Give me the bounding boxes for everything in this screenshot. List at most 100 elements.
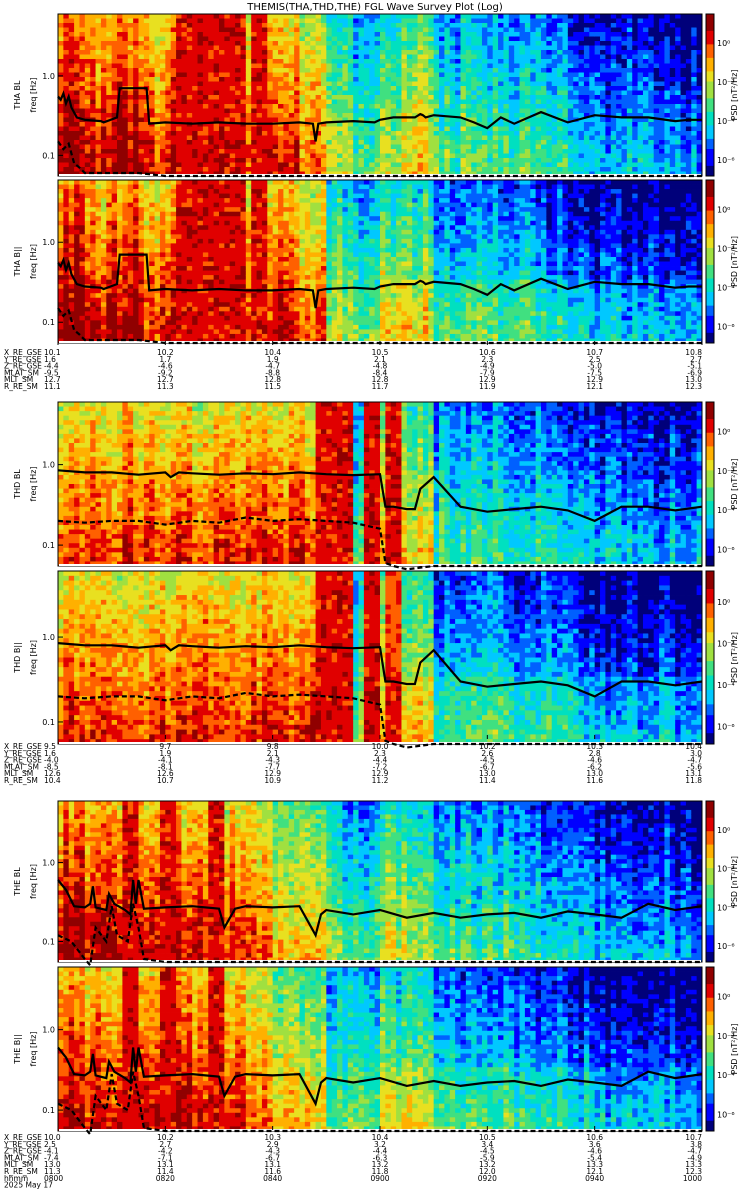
spectrogram-cell bbox=[412, 127, 418, 132]
spectrogram-cell bbox=[128, 14, 134, 19]
spectrogram-cell bbox=[128, 298, 134, 303]
spectrogram-cell bbox=[423, 64, 429, 69]
colorbar-step bbox=[706, 38, 714, 42]
spectrogram-cell bbox=[600, 154, 606, 159]
spectrogram-cell bbox=[133, 185, 139, 190]
spectrogram-cell bbox=[139, 189, 145, 194]
spectrogram-cell bbox=[396, 14, 402, 19]
spectrogram-cell bbox=[101, 257, 107, 262]
spectrogram-cell bbox=[359, 158, 365, 163]
spectrogram-cell bbox=[321, 50, 327, 55]
spectrogram-cell bbox=[401, 131, 407, 136]
spectrogram-cell bbox=[482, 136, 488, 141]
spectrogram-cell bbox=[595, 77, 601, 82]
spectrogram-cell bbox=[240, 64, 246, 69]
spectrogram-cell bbox=[267, 73, 273, 78]
spectrogram-cell bbox=[176, 86, 182, 91]
spectrogram-cell bbox=[273, 163, 279, 168]
spectrogram-cell bbox=[541, 55, 547, 60]
spectrogram-cell bbox=[332, 95, 338, 100]
spectrogram-cell bbox=[342, 167, 348, 172]
spectrogram-cell bbox=[471, 86, 477, 91]
spectrogram-cell bbox=[589, 104, 595, 109]
spectrogram-cell bbox=[122, 329, 128, 334]
spectrogram-cell bbox=[418, 91, 424, 96]
spectrogram-cell bbox=[289, 131, 295, 136]
spectrogram-cell bbox=[552, 59, 558, 64]
spectrogram-cell bbox=[224, 91, 230, 96]
spectrogram-cell bbox=[294, 50, 300, 55]
spectrogram-cell bbox=[208, 145, 214, 150]
spectrogram-cell bbox=[246, 64, 252, 69]
spectrogram-cell bbox=[112, 46, 118, 51]
spectrogram-cell bbox=[117, 302, 123, 307]
spectrogram-cell bbox=[498, 163, 504, 168]
spectrogram-cell bbox=[58, 109, 64, 114]
spectrogram-cell bbox=[203, 23, 209, 28]
spectrogram-cell bbox=[117, 136, 123, 141]
spectrogram-cell bbox=[187, 28, 193, 33]
spectrogram-cell bbox=[96, 109, 102, 114]
spectrogram-cell bbox=[552, 86, 558, 91]
spectrogram-cell bbox=[509, 37, 515, 42]
spectrogram-cell bbox=[58, 82, 64, 87]
spectrogram-cell bbox=[525, 64, 531, 69]
spectrogram-cell bbox=[176, 59, 182, 64]
spectrogram-cell bbox=[568, 28, 574, 33]
spectrogram-cell bbox=[375, 104, 381, 109]
spectrogram-cell bbox=[122, 216, 128, 221]
spectrogram-cell bbox=[289, 158, 295, 163]
spectrogram-cell bbox=[536, 122, 542, 127]
spectrogram-cell bbox=[171, 131, 177, 136]
spectrogram-cell bbox=[638, 14, 644, 19]
spectrogram-cell bbox=[584, 73, 590, 78]
spectrogram-cell bbox=[589, 19, 595, 24]
spectrogram-cell bbox=[536, 118, 542, 123]
spectrogram-cell bbox=[627, 163, 633, 168]
spectrogram-cell bbox=[686, 37, 692, 42]
spectrogram-cell bbox=[450, 59, 456, 64]
spectrogram-cell bbox=[638, 167, 644, 172]
spectrogram-cell bbox=[589, 73, 595, 78]
spectrogram-cell bbox=[520, 136, 526, 141]
spectrogram-cell bbox=[133, 37, 139, 42]
spectrogram-cell bbox=[63, 122, 69, 127]
spectrogram-cell bbox=[79, 136, 85, 141]
spectrogram-cell bbox=[90, 149, 96, 154]
colorbar-step bbox=[706, 146, 714, 150]
spectrogram-cell bbox=[568, 158, 574, 163]
spectrogram-cell bbox=[557, 59, 563, 64]
spectrogram-cell bbox=[294, 140, 300, 145]
spectrogram-cell bbox=[493, 50, 499, 55]
spectrogram-cell bbox=[670, 28, 676, 33]
spectrogram-cell bbox=[423, 28, 429, 33]
spectrogram-cell bbox=[63, 46, 69, 51]
spectrogram-cell bbox=[600, 32, 606, 37]
spectrogram-cell bbox=[112, 185, 118, 190]
spectrogram-cell bbox=[85, 298, 91, 303]
spectrogram-cell bbox=[444, 122, 450, 127]
spectrogram-cell bbox=[444, 37, 450, 42]
spectrogram-cell bbox=[375, 55, 381, 60]
spectrogram-cell bbox=[337, 19, 343, 24]
spectrogram-cell bbox=[176, 73, 182, 78]
spectrogram-cell bbox=[546, 37, 552, 42]
spectrogram-cell bbox=[112, 266, 118, 271]
spectrogram-cell bbox=[659, 32, 665, 37]
spectrogram-cell bbox=[58, 207, 64, 212]
spectrogram-cell bbox=[337, 167, 343, 172]
spectrogram-cell bbox=[627, 32, 633, 37]
spectrogram-cell bbox=[139, 284, 145, 289]
spectrogram-cell bbox=[514, 158, 520, 163]
spectrogram-cell bbox=[498, 82, 504, 87]
spectrogram-cell bbox=[557, 28, 563, 33]
spectrogram-cell bbox=[546, 104, 552, 109]
spectrogram-cell bbox=[562, 140, 568, 145]
spectrogram-cell bbox=[106, 122, 112, 127]
spectrogram-cell bbox=[283, 73, 289, 78]
spectrogram-cell bbox=[595, 64, 601, 69]
spectrogram-cell bbox=[160, 100, 166, 105]
spectrogram-cell bbox=[63, 68, 69, 73]
spectrogram-cell bbox=[79, 257, 85, 262]
spectrogram-cell bbox=[605, 149, 611, 154]
